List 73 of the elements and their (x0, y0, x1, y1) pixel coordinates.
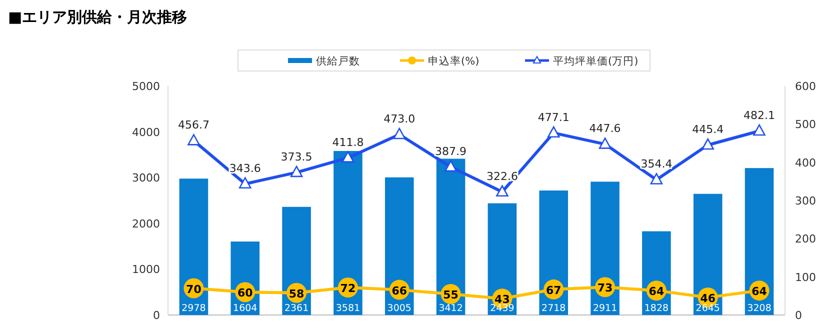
data-label: 70 (186, 282, 202, 296)
data-label: 3412 (438, 303, 463, 314)
data-label: 2645 (696, 303, 720, 314)
data-label: 2718 (542, 303, 566, 314)
bar (334, 150, 362, 315)
data-label: 387.9 (435, 144, 467, 158)
data-label: 72 (340, 282, 356, 296)
data-label: 445.4 (692, 123, 724, 136)
data-label: 58 (288, 287, 304, 300)
bar (590, 182, 620, 315)
data-label: 1828 (644, 303, 669, 314)
chart-title: ■エリア別供給・月次推移 (8, 8, 188, 26)
data-label: 64 (648, 285, 664, 298)
bar (436, 158, 466, 315)
y-tick-label: 4000 (132, 126, 160, 139)
y2-tick-label: 100 (795, 270, 816, 284)
point (598, 138, 612, 149)
data-label: 3005 (387, 303, 412, 314)
bar (384, 177, 414, 315)
data-label: 411.8 (332, 136, 364, 149)
point (444, 160, 457, 172)
point (393, 128, 406, 140)
data-label: 46 (700, 292, 716, 305)
legend-label: 平均坪単価(万円) (553, 56, 638, 68)
y2-tick-label: 0 (795, 309, 802, 322)
point (496, 185, 508, 197)
bar (282, 206, 311, 315)
data-label: 55 (443, 288, 458, 302)
point (290, 166, 303, 178)
data-label: 2978 (182, 303, 206, 314)
bar (539, 190, 568, 315)
data-label: 64 (752, 285, 768, 298)
y2-tick-label: 300 (795, 194, 816, 208)
y-tick-label: 3000 (132, 172, 160, 185)
data-label: 373.5 (280, 150, 312, 164)
bar (488, 203, 517, 315)
data-label: 473.0 (384, 112, 416, 126)
data-label: 60 (237, 286, 254, 300)
data-label: 3581 (336, 303, 360, 314)
bar (744, 168, 774, 315)
y2-tick-label: 200 (795, 232, 816, 246)
bar (693, 194, 722, 315)
legend-label: 供給戸数 (316, 56, 360, 68)
y-tick-label: 0 (153, 309, 160, 322)
point (342, 151, 354, 162)
point (702, 138, 714, 150)
data-label: 343.6 (229, 162, 261, 175)
point (753, 124, 766, 136)
point (238, 177, 252, 189)
y2-tick-label: 600 (795, 80, 816, 93)
bar (179, 178, 208, 315)
data-label: 2439 (490, 303, 514, 314)
data-label: 482.1 (744, 109, 776, 122)
data-label: 2361 (284, 303, 309, 314)
point (547, 126, 560, 138)
y-tick-label: 1000 (132, 263, 160, 276)
data-label: 3208 (747, 303, 772, 314)
y2-tick-label: 500 (795, 118, 816, 132)
data-label: 2911 (592, 303, 618, 314)
data-label: 447.6 (589, 122, 621, 136)
data-label: 456.7 (178, 118, 210, 132)
data-label: 67 (546, 284, 562, 297)
data-label: 73 (597, 282, 613, 295)
data-label: 354.4 (640, 158, 672, 171)
y2-tick-label: 400 (795, 156, 816, 170)
point (650, 173, 663, 184)
data-label: 66 (392, 284, 408, 298)
legend-label: 申込率(%) (428, 54, 480, 68)
y-tick-label: 2000 (132, 217, 160, 230)
data-label: 1604 (233, 303, 258, 314)
data-label: 477.1 (538, 110, 570, 124)
y-tick-label: 5000 (132, 80, 160, 93)
point (188, 134, 200, 146)
